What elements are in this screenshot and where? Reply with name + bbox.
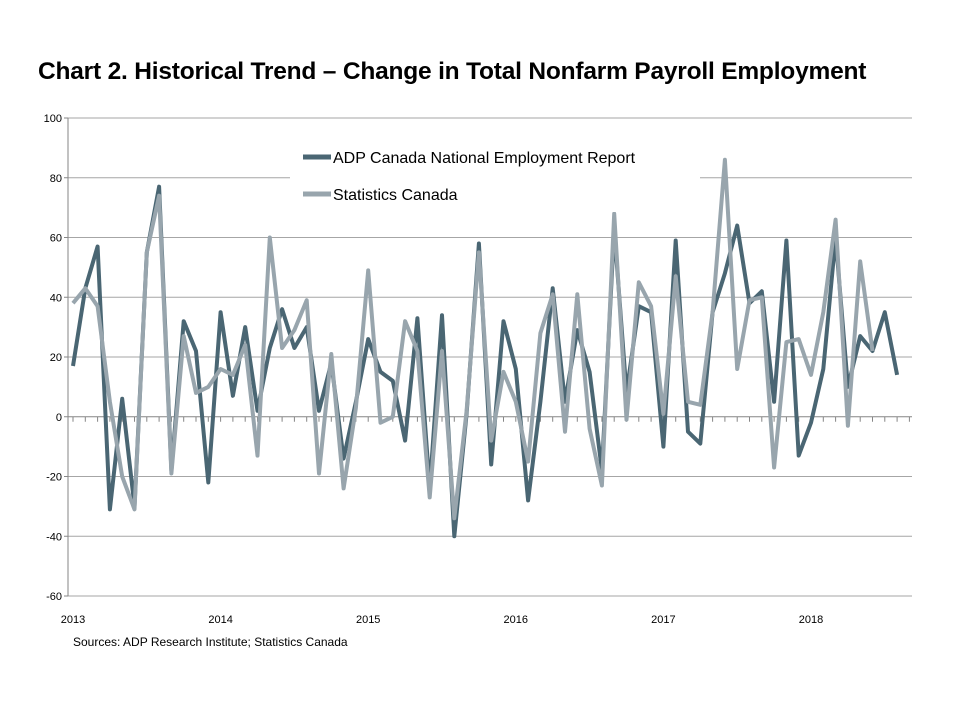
legend-label-statcan: Statistics Canada: [333, 187, 458, 204]
series-lines: [71, 157, 900, 539]
y-tick-label: 100: [44, 113, 62, 125]
y-tick-label: -40: [46, 531, 62, 543]
x-tick-label: 2017: [651, 614, 675, 626]
x-tick-label: 2015: [356, 614, 380, 626]
y-tick-label: -20: [46, 472, 62, 484]
legend-label-adp: ADP Canada National Employment Report: [333, 150, 636, 167]
y-tick-label: 20: [50, 352, 62, 364]
x-tick-label: 2014: [208, 614, 232, 626]
y-axis-ticks: 100 80 60 40 20 0 -20 -40 -60: [44, 113, 68, 603]
x-axis-ticks: 2013 2014 2015 2016 2017 2018: [61, 614, 823, 626]
chart-title: Chart 2. Historical Trend – Change in To…: [38, 58, 867, 85]
y-tick-label: 0: [56, 412, 62, 424]
legend: ADP Canada National Employment Report St…: [290, 142, 700, 212]
x-tick-label: 2018: [799, 614, 823, 626]
source-note: Sources: ADP Research Institute; Statist…: [73, 635, 348, 649]
y-tick-label: 60: [50, 233, 62, 245]
series-line-statcan: [71, 157, 875, 521]
y-tick-label: -60: [46, 591, 62, 603]
x-tick-label: 2013: [61, 614, 85, 626]
y-tick-label: 40: [50, 292, 62, 304]
legend-background: [290, 142, 700, 212]
y-tick-label: 80: [50, 173, 62, 185]
x-tick-label: 2016: [504, 614, 528, 626]
